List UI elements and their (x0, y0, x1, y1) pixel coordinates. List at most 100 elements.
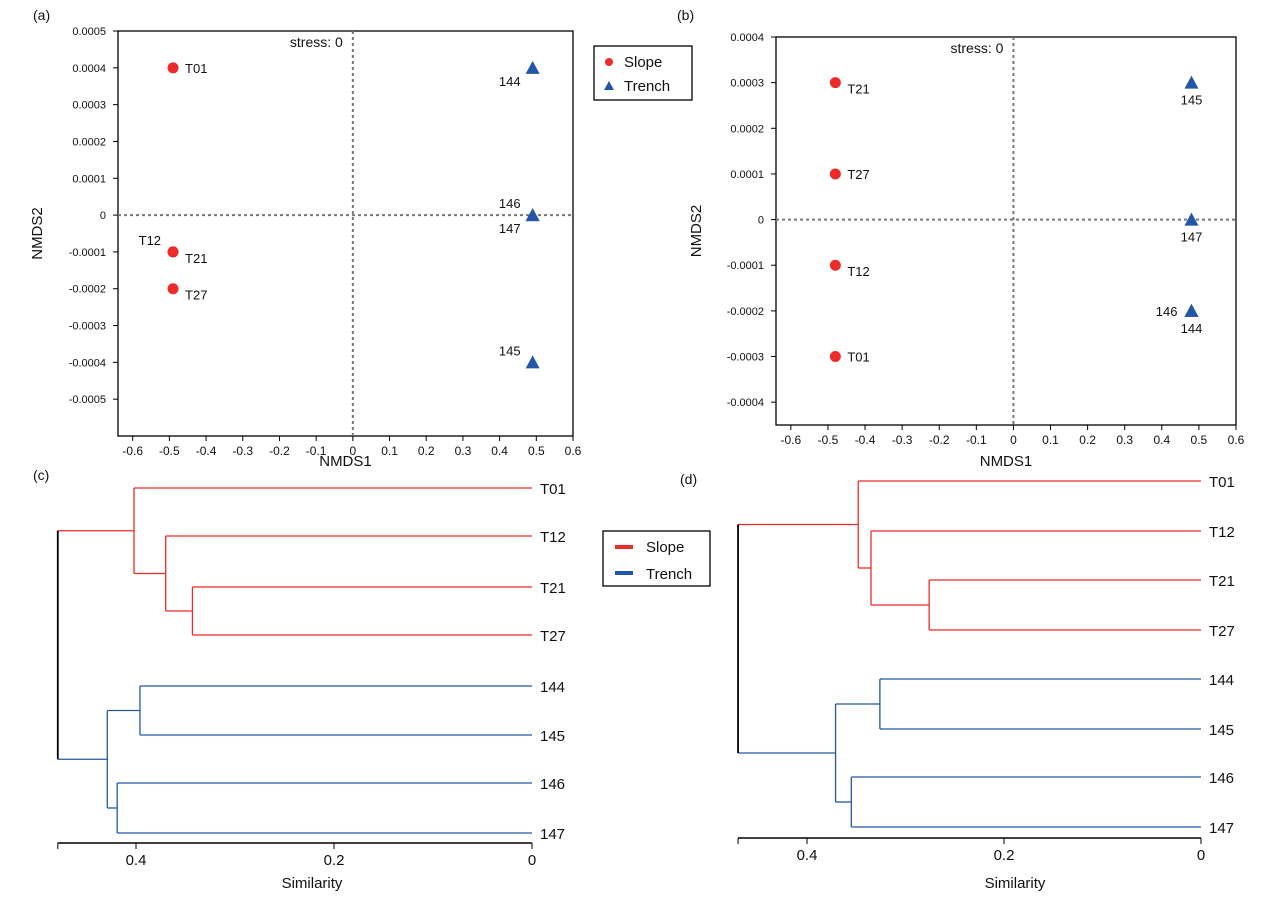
point-T27 (829, 168, 841, 180)
x-axis-title: NMDS1 (319, 453, 372, 470)
x-tick-label: 0 (1197, 847, 1205, 864)
x-tick-label: -0.4 (855, 433, 876, 447)
x-tick-label: -0.5 (818, 433, 839, 447)
stress-annotation: stress: 0 (951, 40, 1004, 56)
legend-label-slope: Slope (646, 539, 684, 556)
x-tick-label: 0 (349, 444, 356, 458)
point-T12 (829, 259, 841, 271)
y-tick-label: -0.0005 (69, 394, 106, 406)
point-147 (1184, 212, 1199, 226)
point-T27 (167, 283, 179, 295)
leaf-label-T21: T21 (1209, 573, 1235, 590)
legend-line-trench-icon (615, 571, 633, 575)
scatter-legend: Slope Trench (593, 45, 693, 101)
leaf-label-144: 144 (1209, 672, 1234, 689)
point-label-T01: T01 (847, 350, 869, 365)
x-tick-label: -0.3 (232, 444, 253, 458)
x-tick-label: 0.4 (491, 444, 508, 458)
x-tick-label: 0.2 (1079, 433, 1096, 447)
panel-label: (c) (33, 467, 49, 483)
y-tick-label: 0.0002 (730, 123, 764, 135)
point-label-146: 146 (499, 196, 521, 211)
x-tick-label: -0.1 (966, 433, 987, 447)
y-tick-label: -0.0002 (727, 306, 764, 318)
point-label-T12: T12 (847, 264, 869, 279)
x-tick-label: 0.6 (565, 444, 582, 458)
leaf-label-146: 146 (1209, 770, 1234, 787)
x-tick-label: 0.1 (1042, 433, 1059, 447)
legend-triangle-icon (604, 81, 614, 90)
x-tick-label: 0.6 (1228, 433, 1245, 447)
x-tick-label: 0.4 (126, 852, 147, 869)
point-147 (525, 208, 540, 222)
point-T21 (829, 77, 841, 89)
leaf-label-144: 144 (540, 679, 565, 696)
x-tick-label: 0.5 (1191, 433, 1208, 447)
point-label-145: 145 (1181, 93, 1203, 108)
x-tick-label: 0 (1010, 433, 1017, 447)
y-tick-label: 0 (100, 210, 106, 222)
y-tick-label: -0.0002 (69, 284, 106, 296)
x-tick-label: 0.2 (994, 847, 1015, 864)
x-tick-label: 0.4 (1153, 433, 1170, 447)
y-tick-label: -0.0004 (69, 357, 106, 369)
point-145 (1184, 75, 1199, 89)
y-tick-label: 0.0004 (72, 63, 106, 75)
x-tick-label: 0 (528, 852, 536, 869)
x-axis-title: Similarity (985, 875, 1046, 892)
point-label-147: 147 (499, 221, 521, 236)
x-tick-label: -0.2 (269, 444, 290, 458)
x-tick-label: -0.3 (892, 433, 913, 447)
y-tick-label: -0.0004 (727, 397, 764, 409)
y-tick-label: -0.0001 (727, 260, 764, 272)
x-tick-label: -0.1 (306, 444, 327, 458)
point-label-T12: T12 (139, 233, 161, 248)
leaf-label-T01: T01 (540, 481, 566, 498)
y-tick-label: 0.0001 (72, 173, 106, 185)
x-tick-label: -0.6 (780, 433, 801, 447)
y-tick-label: -0.0003 (69, 321, 106, 333)
nmds-panel-b: (b) stress: 0 -0.6 -0.5 -0.4 -0.3 -0.2 -0.1 0 0.1… (677, 7, 1245, 470)
x-tick-label: -0.5 (159, 444, 180, 458)
leaf-label-145: 145 (1209, 722, 1234, 739)
legend-line-slope-icon (615, 545, 633, 549)
point-T21 (167, 246, 179, 258)
point-label-147: 147 (1181, 230, 1203, 245)
point-T01 (829, 351, 841, 363)
y-tick-label: -0.0003 (727, 352, 764, 364)
plot-frame (117, 30, 574, 437)
y-tick-label: -0.0001 (69, 247, 106, 259)
leaf-label-147: 147 (540, 826, 565, 843)
x-tick-label: 0.3 (1116, 433, 1133, 447)
leaf-label-T01: T01 (1209, 474, 1235, 491)
leaf-label-T12: T12 (1209, 524, 1235, 541)
point-label-T21: T21 (847, 82, 869, 97)
x-tick-label: 0.2 (418, 444, 435, 458)
x-tick-label: 0.2 (324, 852, 345, 869)
panel-label: (b) (677, 7, 694, 23)
x-tick-label: -0.6 (122, 444, 143, 458)
y-tick-label: 0 (758, 215, 764, 227)
stress-annotation: stress: 0 (290, 34, 343, 50)
point-label-145: 145 (499, 343, 521, 358)
y-axis-title: NMDS2 (688, 205, 705, 258)
panel-label: (d) (680, 471, 697, 487)
dendrogram-panel-d: (d) T01 T12 T21 T27 144 145 146 147 0.4 0.2 0 Simila… (680, 471, 1235, 892)
y-tick-label: 0.0003 (730, 78, 764, 90)
panel-label: (a) (33, 7, 50, 23)
x-axis-title: Similarity (282, 875, 343, 892)
plot-frame (775, 36, 1237, 426)
point-145 (525, 355, 540, 369)
legend-circle-icon (605, 58, 613, 66)
point-label-146: 146 (1156, 304, 1178, 319)
point-label-144: 144 (499, 74, 521, 89)
point-label-T27: T27 (847, 167, 869, 182)
legend-label-trench: Trench (646, 566, 692, 583)
point-144 (525, 60, 540, 74)
y-tick-label: 0.0003 (72, 100, 106, 112)
x-tick-label: 0.1 (381, 444, 398, 458)
x-tick-label: 0.4 (797, 847, 818, 864)
point-label-144: 144 (1181, 321, 1203, 336)
leaf-label-T27: T27 (1209, 623, 1235, 640)
